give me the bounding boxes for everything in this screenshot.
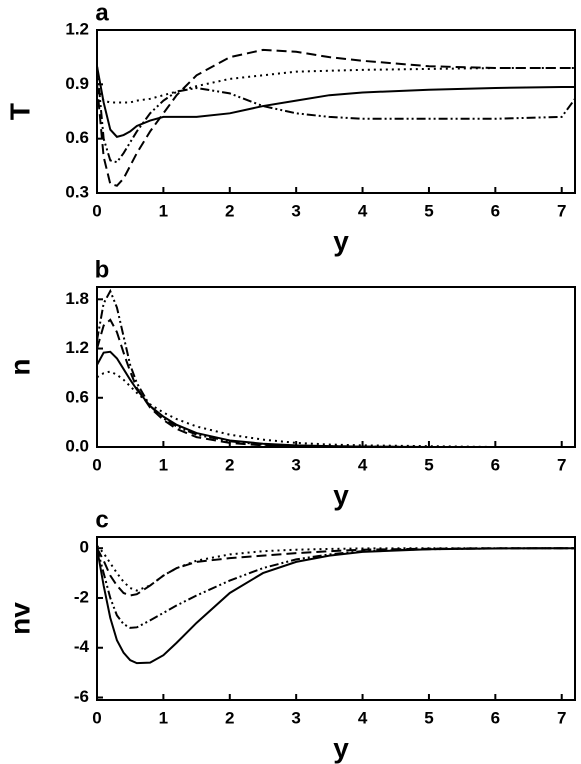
y-axis-label: n: [4, 358, 35, 375]
data-line: [97, 547, 575, 597]
data-line: [97, 288, 575, 447]
data-line: [97, 350, 575, 447]
data-line: [97, 67, 575, 104]
x-tick-label: 7: [557, 455, 566, 474]
x-tick-label: 3: [291, 455, 300, 474]
x-tick-label: 5: [424, 708, 433, 727]
x-tick-label: 7: [557, 708, 566, 727]
panel-label: c: [95, 506, 108, 533]
data-line: [97, 66, 575, 164]
y-tick-label: 0.3: [65, 182, 89, 201]
y-tick-label: 1.2: [65, 338, 89, 357]
data-line: [97, 547, 575, 629]
panel-label: a: [95, 0, 109, 26]
data-line: [97, 547, 575, 665]
x-tick-label: 1: [159, 455, 168, 474]
y-tick-label: 0.0: [65, 436, 89, 455]
y-tick-label: 1.8: [65, 289, 89, 308]
x-axis-label: y: [333, 479, 349, 510]
x-tick-label: 4: [358, 201, 368, 220]
y-tick-label: 0: [80, 538, 89, 557]
x-tick-label: 1: [159, 201, 168, 220]
x-tick-label: 6: [491, 455, 500, 474]
plot-frame: [96, 29, 576, 194]
x-axis-label: y: [333, 732, 349, 763]
plot-frame: [96, 536, 576, 701]
y-tick-label: 0.9: [65, 74, 89, 93]
panel-label: b: [95, 256, 110, 283]
y-tick-label: 1.2: [65, 19, 89, 38]
data-line: [97, 66, 575, 138]
x-axis-label: y: [333, 225, 349, 256]
x-tick-label: 3: [291, 201, 300, 220]
x-tick-label: 4: [358, 708, 368, 727]
y-tick-label: -6: [74, 687, 89, 706]
x-tick-label: 0: [92, 708, 101, 727]
data-line: [97, 48, 575, 187]
x-tick-label: 6: [491, 708, 500, 727]
data-line: [97, 545, 575, 592]
x-tick-label: 2: [225, 708, 234, 727]
y-tick-label: -4: [74, 637, 90, 656]
y-tick-label: 0.6: [65, 128, 89, 147]
x-tick-label: 2: [225, 201, 234, 220]
x-tick-label: 6: [491, 201, 500, 220]
x-tick-label: 3: [291, 708, 300, 727]
y-axis-label: nv: [4, 602, 35, 635]
y-tick-label: 0.6: [65, 387, 89, 406]
x-tick-label: 7: [557, 201, 566, 220]
x-tick-label: 2: [225, 455, 234, 474]
x-tick-label: 0: [92, 455, 101, 474]
x-tick-label: 5: [424, 455, 433, 474]
data-line: [97, 318, 575, 447]
y-tick-label: -2: [74, 587, 89, 606]
data-line: [97, 370, 575, 447]
x-tick-label: 1: [159, 708, 168, 727]
x-tick-label: 0: [92, 201, 101, 220]
y-axis-label: T: [4, 103, 35, 120]
plot-frame: [96, 286, 576, 448]
x-tick-label: 4: [358, 455, 368, 474]
x-tick-label: 5: [424, 201, 433, 220]
